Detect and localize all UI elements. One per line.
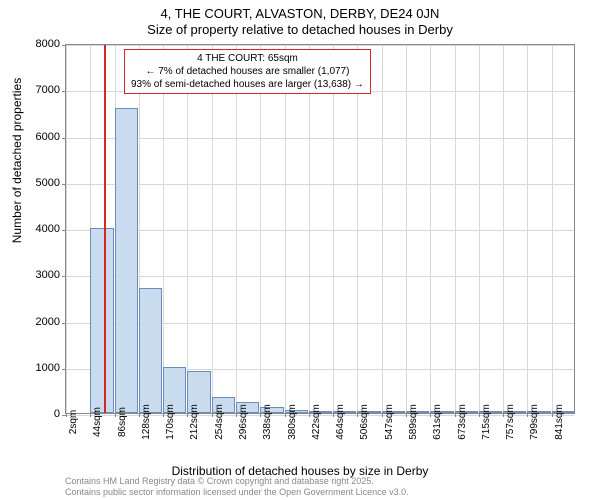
gridline-v	[503, 45, 504, 413]
y-tick-label: 7000	[10, 84, 60, 96]
gridline-h	[66, 45, 574, 46]
y-tick-label: 1000	[10, 362, 60, 374]
x-tick-label: 631sqm	[432, 404, 443, 440]
x-tick-label: 464sqm	[335, 404, 346, 440]
y-axis-label: Number of detached properties	[10, 78, 24, 243]
y-tick-label: 4000	[10, 223, 60, 235]
x-tick	[455, 413, 456, 417]
annotation-box: 4 THE COURT: 65sqm← 7% of detached house…	[124, 49, 371, 94]
y-tick-label: 6000	[10, 131, 60, 143]
x-tick-label: 380sqm	[287, 404, 298, 440]
x-tick	[479, 413, 480, 417]
x-tick	[163, 413, 164, 417]
x-tick	[406, 413, 407, 417]
gridline-v	[357, 45, 358, 413]
x-tick	[115, 413, 116, 417]
gridline-v	[479, 45, 480, 413]
gridline-v	[406, 45, 407, 413]
y-tick-label: 8000	[10, 38, 60, 50]
x-tick-label: 506sqm	[359, 404, 370, 440]
y-tick-label: 0	[10, 408, 60, 420]
x-tick-label: 212sqm	[189, 404, 200, 440]
y-tick-label: 2000	[10, 316, 60, 328]
histogram-bar	[90, 228, 113, 413]
annotation-line3: 93% of semi-detached houses are larger (…	[131, 78, 364, 91]
attribution: Contains HM Land Registry data © Crown c…	[65, 476, 409, 498]
gridline-h	[66, 276, 574, 277]
gridline-v	[187, 45, 188, 413]
gridline-h	[66, 230, 574, 231]
gridline-v	[285, 45, 286, 413]
gridline-v	[552, 45, 553, 413]
x-tick	[503, 413, 504, 417]
gridline-h	[66, 184, 574, 185]
gridline-v	[430, 45, 431, 413]
x-tick	[236, 413, 237, 417]
x-tick-label: 170sqm	[165, 404, 176, 440]
gridline-v	[66, 45, 67, 413]
x-tick-label: 2sqm	[68, 410, 79, 434]
x-tick	[552, 413, 553, 417]
gridline-v	[382, 45, 383, 413]
x-tick-label: 841sqm	[554, 404, 565, 440]
x-tick	[333, 413, 334, 417]
annotation-line1: 4 THE COURT: 65sqm	[131, 52, 364, 65]
x-tick	[139, 413, 140, 417]
chart-title-main: 4, THE COURT, ALVASTON, DERBY, DE24 0JN	[0, 6, 600, 21]
gridline-v	[309, 45, 310, 413]
x-tick-label: 589sqm	[408, 404, 419, 440]
gridline-v	[527, 45, 528, 413]
x-tick-label: 86sqm	[117, 407, 128, 437]
x-tick-label: 296sqm	[238, 404, 249, 440]
attribution-line2: Contains public sector information licen…	[65, 487, 409, 498]
x-tick	[212, 413, 213, 417]
x-tick-label: 254sqm	[214, 404, 225, 440]
gridline-v	[212, 45, 213, 413]
gridline-h	[66, 138, 574, 139]
histogram-bar	[115, 108, 138, 413]
histogram-bar	[139, 288, 162, 413]
gridline-v	[236, 45, 237, 413]
x-tick-label: 757sqm	[505, 404, 516, 440]
x-tick-label: 128sqm	[141, 404, 152, 440]
gridline-v	[163, 45, 164, 413]
y-tick-label: 5000	[10, 177, 60, 189]
x-tick-label: 799sqm	[529, 404, 540, 440]
attribution-line1: Contains HM Land Registry data © Crown c…	[65, 476, 409, 487]
gridline-v	[260, 45, 261, 413]
x-tick-label: 547sqm	[384, 404, 395, 440]
chart-title-sub: Size of property relative to detached ho…	[0, 22, 600, 37]
x-tick-label: 673sqm	[457, 404, 468, 440]
marker-line	[104, 45, 106, 413]
plot-area: 4 THE COURT: 65sqm← 7% of detached house…	[65, 44, 575, 414]
x-tick-label: 44sqm	[92, 407, 103, 437]
x-tick	[309, 413, 310, 417]
y-tick-label: 3000	[10, 269, 60, 281]
x-tick-label: 422sqm	[311, 404, 322, 440]
gridline-v	[333, 45, 334, 413]
x-tick-label: 338sqm	[262, 404, 273, 440]
x-tick-label: 715sqm	[481, 404, 492, 440]
x-tick	[285, 413, 286, 417]
x-tick	[66, 413, 67, 417]
x-tick	[382, 413, 383, 417]
gridline-v	[455, 45, 456, 413]
annotation-line2: ← 7% of detached houses are smaller (1,0…	[131, 65, 364, 78]
